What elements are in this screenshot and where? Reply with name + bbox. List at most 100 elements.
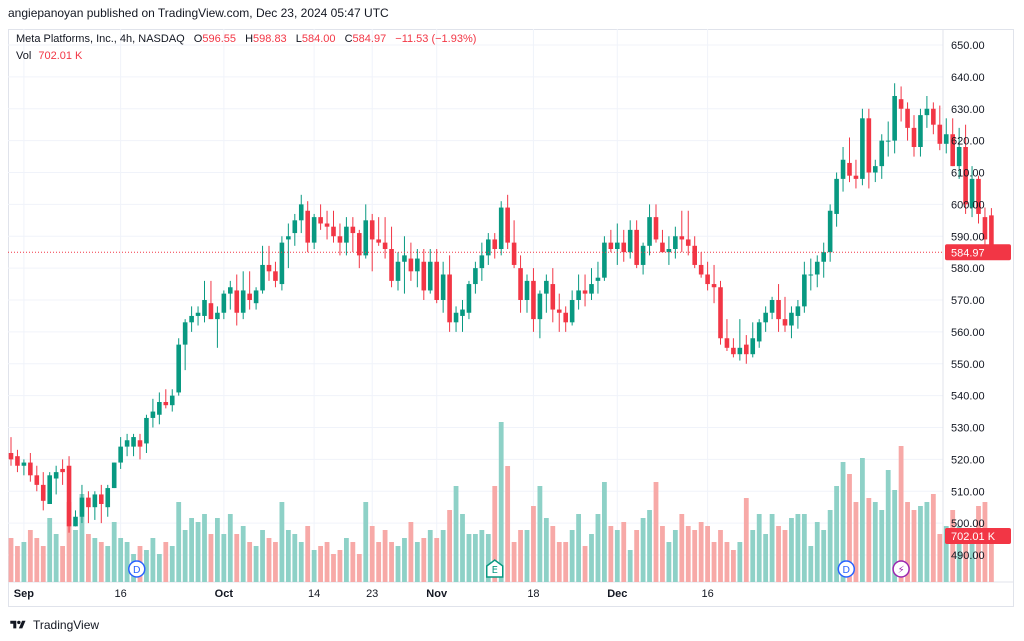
volume-bar: [266, 538, 272, 582]
volume-bar: [111, 522, 117, 582]
candle-body: [453, 312, 459, 323]
candle-body: [273, 271, 278, 281]
volume-bar: [821, 530, 827, 582]
legend-change: −11.53 (−1.93%): [395, 33, 477, 45]
volume-bar: [53, 534, 59, 582]
candle-body: [99, 494, 104, 504]
candle-body: [202, 300, 207, 316]
candle-body: [918, 115, 923, 147]
y-tick-label: 550.00: [951, 359, 985, 371]
candle-body: [976, 178, 981, 214]
dividend-badge-icon[interactable]: D: [128, 560, 146, 578]
candle-body: [389, 249, 394, 281]
volume-bar: [427, 530, 433, 582]
volume-bar: [576, 514, 581, 582]
x-tick-label: 16: [115, 588, 127, 600]
candle-body: [511, 242, 517, 265]
earnings-badge-icon[interactable]: E: [486, 559, 504, 578]
candle-body: [92, 494, 98, 508]
candle-body: [814, 261, 820, 275]
dividend-badge-icon[interactable]: D: [837, 560, 856, 578]
candle-body: [847, 162, 852, 176]
volume-bar: [73, 530, 78, 582]
candle-body: [673, 236, 678, 249]
candle-body: [569, 300, 575, 323]
candle-body: [34, 475, 40, 485]
candle-body: [415, 258, 420, 272]
volume-bar: [144, 550, 149, 582]
candle-body: [956, 147, 962, 167]
volume-bar: [872, 502, 878, 582]
badge-letter: E: [492, 565, 498, 576]
volume-bar: [408, 522, 414, 582]
candle-body: [215, 312, 220, 320]
candle-body: [447, 274, 452, 323]
volume-bar: [298, 542, 304, 582]
volume-bar: [608, 526, 614, 582]
volume-bar: [118, 538, 124, 582]
volume-bar: [337, 550, 343, 582]
candle-body: [892, 96, 897, 141]
candle-body: [698, 264, 704, 275]
volume-bar: [414, 542, 420, 582]
volume-bar: [382, 530, 388, 582]
volume-bar: [937, 534, 943, 582]
candle-body: [324, 223, 330, 227]
candle-body: [66, 465, 72, 527]
volume-bar: [956, 526, 962, 582]
candle-body: [21, 462, 27, 466]
candle-body: [853, 175, 859, 179]
candle-body: [556, 309, 562, 313]
volume-bar: [285, 530, 291, 582]
footer-brand[interactable]: TradingView: [8, 618, 99, 632]
time-axis: Sep 16 Oct 14 23 Nov 18 Dec 16: [14, 588, 714, 600]
volume-bar: [602, 482, 607, 582]
volume-bar: [485, 534, 491, 582]
legend-symbol: Meta Platforms, Inc., 4h, NASDAQ: [16, 33, 185, 45]
volume-bar: [318, 546, 323, 582]
candle-body: [608, 242, 614, 249]
candle-body: [924, 108, 930, 116]
candle-body: [705, 274, 710, 285]
volume-bar: [737, 542, 743, 582]
candle-body: [769, 300, 775, 313]
volume-bar: [273, 542, 278, 582]
volume-bar: [40, 546, 46, 582]
candle-body: [756, 322, 762, 342]
candle-body: [28, 462, 33, 476]
candle-body: [595, 277, 601, 281]
candle-body: [653, 217, 659, 240]
candle-body: [866, 118, 872, 173]
candle-body: [111, 462, 117, 489]
volume-bar: [756, 514, 762, 582]
candle-body: [247, 293, 252, 300]
volume-bar: [260, 530, 265, 582]
candle-body: [402, 255, 407, 262]
candle-body: [195, 312, 201, 316]
candle-body: [298, 204, 304, 221]
volume-bar: [943, 526, 949, 582]
split-badge-icon[interactable]: ⚡: [892, 560, 910, 578]
candle-body: [286, 236, 291, 240]
publisher-line: angiepanoyan published on TradingView.co…: [8, 6, 389, 20]
volume-bar: [892, 490, 898, 582]
legend-vol-value: 702.01 K: [38, 50, 83, 62]
y-tick-label: 610.00: [951, 168, 985, 180]
volume-bar: [195, 522, 201, 582]
y-tick-label: 540.00: [951, 391, 985, 403]
candlestick-chart[interactable]: 650.00 640.00 630.00 620.00 610.00 600.00 590.…: [8, 29, 1014, 607]
candle-body: [931, 108, 936, 125]
candle-body: [782, 319, 788, 326]
legend-open: O596.55: [193, 33, 237, 45]
candle-body: [563, 312, 568, 323]
volume-bar: [369, 526, 375, 582]
volume-bar: [789, 518, 794, 582]
candle-body: [382, 242, 388, 249]
volume-bar: [660, 526, 665, 582]
volume-bar: [666, 542, 672, 582]
candle-body: [885, 140, 891, 142]
badge-letter: D: [842, 565, 850, 576]
volume-bar: [434, 538, 440, 582]
volume-bar: [569, 530, 575, 582]
candle-body: [718, 287, 723, 339]
